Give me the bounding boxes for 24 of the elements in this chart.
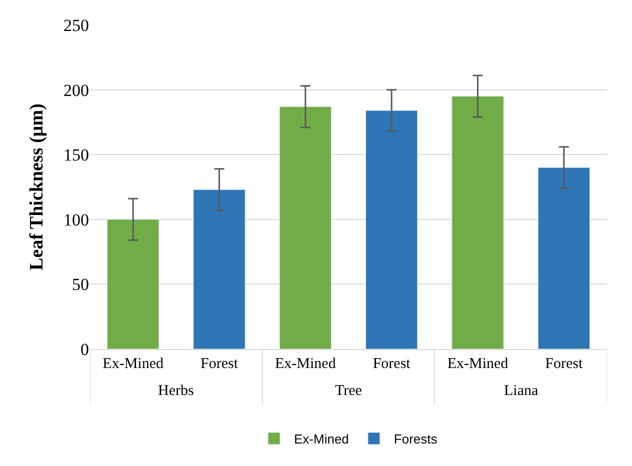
x-tick-label: Ex-Mined: [102, 356, 164, 372]
bar: [193, 189, 246, 349]
legend-label: Forests: [394, 432, 438, 447]
bar: [452, 96, 504, 349]
y-tick-label: 50: [72, 275, 89, 294]
y-tick-label: 0: [80, 340, 89, 359]
bar: [106, 219, 160, 349]
text: Herbs: [158, 383, 194, 399]
text: Tree: [335, 383, 362, 399]
x-tick-label: Ex-Mined: [275, 356, 336, 372]
y-tick-label: 150: [64, 146, 89, 165]
bar: [279, 106, 332, 349]
x-tick-label: Forest: [200, 356, 239, 372]
x-tick-label: Forest: [545, 356, 584, 372]
y-tick-label: 250: [64, 16, 89, 35]
bar: [365, 110, 418, 349]
x-tick-label: Ex-Mined: [447, 356, 509, 372]
legend-label: Ex-Mined: [294, 432, 349, 447]
bar: [538, 167, 590, 349]
y-axis-title: Leaf Thickness (µm): [26, 104, 48, 270]
x-tick-label: Forest: [372, 356, 412, 372]
y-tick-label: 200: [64, 80, 89, 100]
y-tick-label: 100: [64, 210, 89, 230]
text: Liana: [504, 383, 538, 399]
